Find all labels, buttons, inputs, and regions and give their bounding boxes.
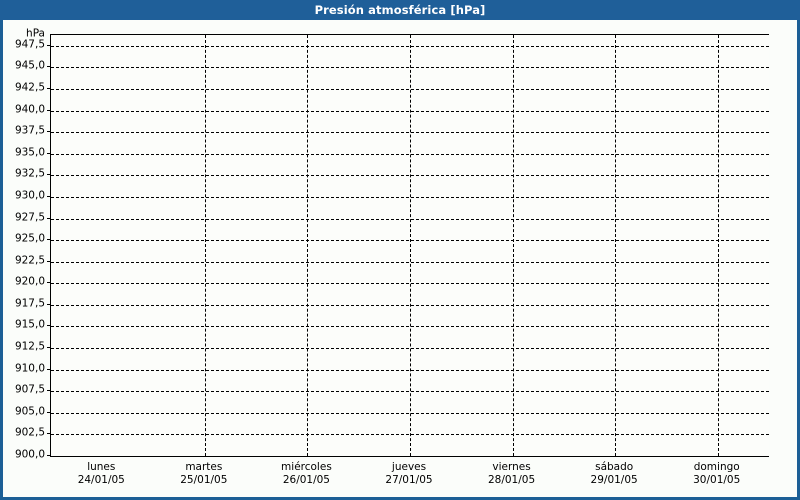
x-axis-tick-label: domingo 30/01/05 xyxy=(647,461,787,487)
y-axis-tick-mark xyxy=(47,411,51,413)
y-axis-tick-label: 942,5 xyxy=(14,81,45,94)
y-axis-tick-label: 932,5 xyxy=(14,167,45,180)
y-axis-tick-mark xyxy=(47,260,51,262)
x-axis-date: 26/01/05 xyxy=(282,474,330,486)
x-axis-tick-label: lunes 24/01/05 xyxy=(31,461,171,487)
x-axis-day-name: viernes xyxy=(492,461,531,473)
x-axis-date: 24/01/05 xyxy=(77,474,125,486)
y-axis-tick-label: 915,0 xyxy=(14,318,45,331)
y-axis-tick-label: 925,0 xyxy=(14,232,45,245)
y-axis-tick-mark xyxy=(47,390,51,392)
y-axis-tick-label: 922,5 xyxy=(14,254,45,267)
x-axis-tick-label: jueves 27/01/05 xyxy=(339,461,479,487)
y-axis-tick-label: 947,5 xyxy=(14,38,45,51)
gridline-vertical xyxy=(717,35,719,456)
y-axis-tick-mark xyxy=(47,303,51,305)
x-axis-day-name: jueves xyxy=(391,461,427,473)
y-axis-tick-label: 917,5 xyxy=(14,297,45,310)
x-axis-tick-label: martes 25/01/05 xyxy=(134,461,274,487)
y-axis-tick-label: 902,5 xyxy=(14,426,45,439)
y-axis-tick-label: 920,0 xyxy=(14,275,45,288)
x-axis-tick-label: viernes 28/01/05 xyxy=(442,461,582,487)
y-axis-tick-label: 930,0 xyxy=(14,189,45,202)
gridline-vertical xyxy=(512,35,514,456)
page-title: Presión atmosférica [hPa] xyxy=(314,3,486,17)
y-axis-tick-mark xyxy=(47,109,51,111)
y-axis-tick-mark xyxy=(47,195,51,197)
y-axis-tick-label: 905,0 xyxy=(14,405,45,418)
y-axis-tick-mark xyxy=(47,325,51,327)
gridline-vertical xyxy=(410,35,411,456)
y-axis-tick-mark xyxy=(47,174,51,176)
y-axis-tick-mark xyxy=(47,217,51,219)
x-axis-day-name: sábado xyxy=(595,461,634,473)
y-axis-tick-label: 907,5 xyxy=(14,383,45,396)
y-axis-tick-mark xyxy=(47,455,51,456)
gridline-vertical xyxy=(615,35,617,456)
gridline-vertical xyxy=(307,35,309,456)
x-axis-day-name: lunes xyxy=(87,461,116,473)
y-axis-tick-label: 937,5 xyxy=(14,124,45,137)
y-axis-tick-label: 940,0 xyxy=(14,103,45,116)
y-axis-unit-label: hPa xyxy=(26,27,45,40)
x-axis-day-name: miércoles xyxy=(281,461,332,473)
x-axis-date: 25/01/05 xyxy=(180,474,228,486)
window-title-bar: Presión atmosférica [hPa] xyxy=(0,0,800,20)
gridline-vertical xyxy=(204,35,206,456)
x-axis-day-name: domingo xyxy=(693,461,740,473)
y-axis-tick-label: 900,0 xyxy=(14,448,45,461)
y-axis-tick-label: 912,5 xyxy=(14,340,45,353)
x-axis-tick-label: miércoles 26/01/05 xyxy=(236,461,376,487)
y-axis-tick-mark xyxy=(47,131,51,133)
x-axis-day-name: martes xyxy=(185,461,223,473)
y-axis-tick-mark xyxy=(47,368,51,370)
y-axis-tick-mark xyxy=(47,282,51,284)
y-axis-tick-mark xyxy=(47,239,51,241)
plot-area xyxy=(50,34,769,457)
x-axis-date: 28/01/05 xyxy=(487,474,536,486)
x-axis-date: 30/01/05 xyxy=(693,474,741,486)
y-axis-tick-mark xyxy=(47,152,51,154)
y-axis-tick-mark xyxy=(47,347,51,349)
x-axis-date: 29/01/05 xyxy=(590,474,638,486)
y-axis-tick-mark xyxy=(47,87,51,89)
y-axis-tick-mark xyxy=(47,44,51,46)
y-axis-tick-label: 945,0 xyxy=(14,59,45,72)
y-axis-tick-mark xyxy=(47,433,51,435)
y-axis-tick-label: 910,0 xyxy=(14,362,45,375)
y-axis-tick-mark xyxy=(47,66,51,68)
y-axis-tick-label: 927,5 xyxy=(14,211,45,223)
x-axis-tick-label: sábado 29/01/05 xyxy=(544,461,684,487)
y-axis-tick-label: 935,0 xyxy=(14,146,45,159)
x-axis-date: 27/01/05 xyxy=(385,474,433,486)
